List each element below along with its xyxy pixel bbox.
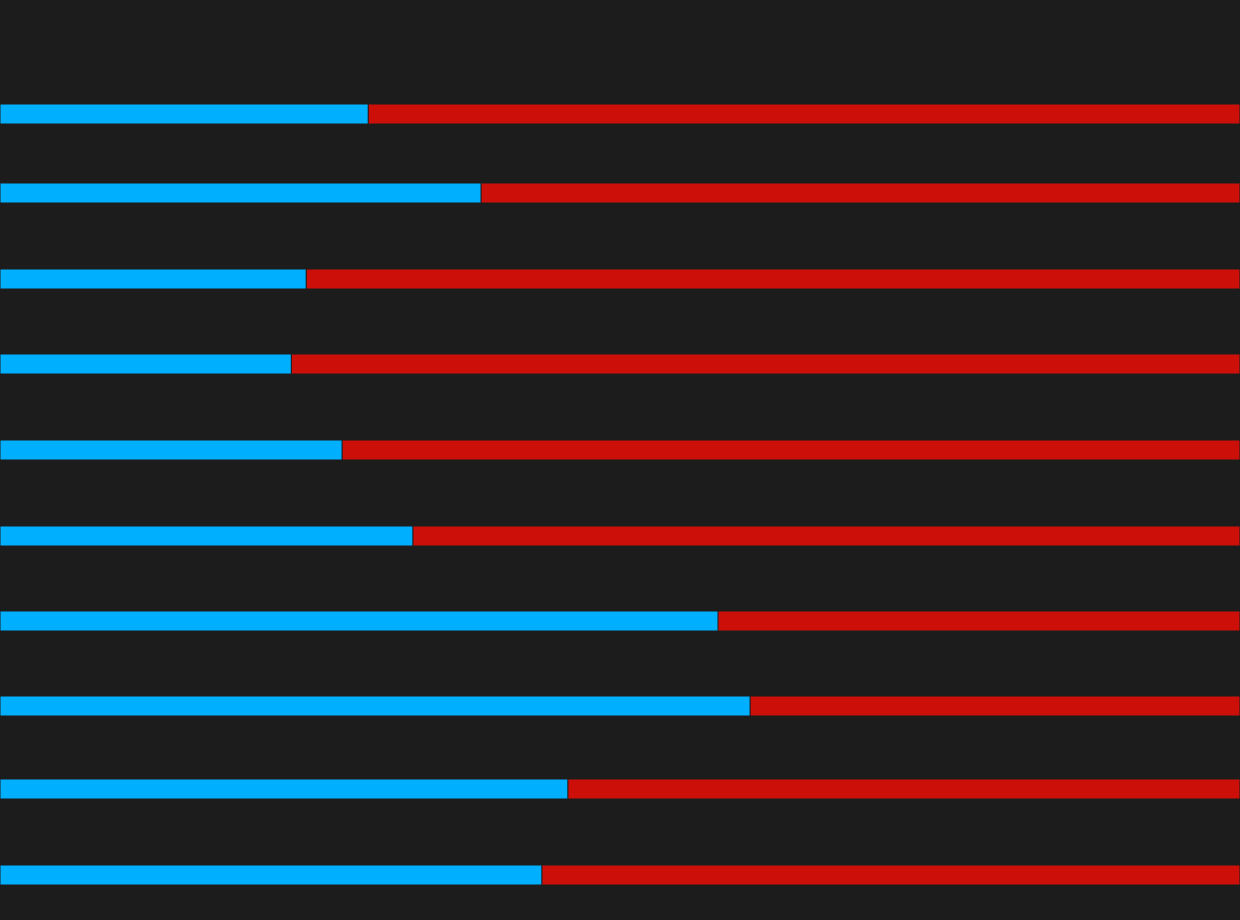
blue-bar-4 (0, 353, 292, 375)
blue-bar-5 (0, 439, 343, 461)
red-bar-7 (717, 610, 1240, 632)
red-bar-2 (480, 182, 1240, 204)
blue-bar-6 (0, 525, 414, 547)
red-bar-4 (290, 353, 1240, 375)
red-bar-8 (749, 695, 1240, 717)
blue-bar-8 (0, 695, 751, 717)
blue-bar-9 (0, 778, 569, 800)
red-bar-3 (305, 268, 1240, 290)
blue-bar-2 (0, 182, 482, 204)
blue-bar-3 (0, 268, 307, 290)
red-bar-10 (541, 864, 1240, 886)
red-bar-1 (367, 103, 1240, 125)
red-bar-6 (412, 525, 1240, 547)
blue-bar-7 (0, 610, 719, 632)
blue-bar-10 (0, 864, 543, 886)
red-bar-5 (341, 439, 1240, 461)
red-bar-9 (567, 778, 1240, 800)
blue-bar-1 (0, 103, 369, 125)
